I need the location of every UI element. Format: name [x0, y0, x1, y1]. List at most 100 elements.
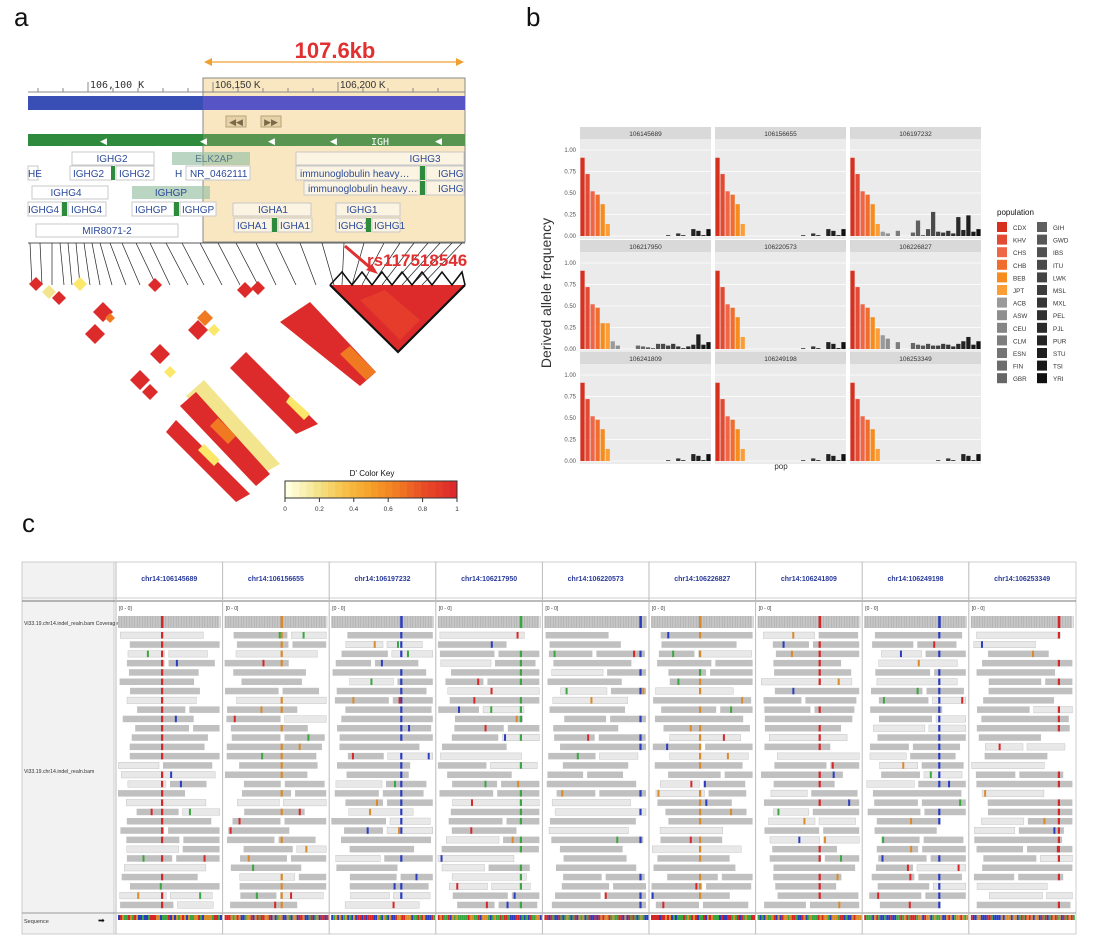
- legend-label: MXL: [1053, 301, 1066, 308]
- read-mismatch: [380, 659, 383, 667]
- read: [916, 864, 966, 872]
- read: [349, 883, 429, 890]
- read: [599, 752, 639, 760]
- bar: [701, 235, 706, 236]
- read: [773, 808, 810, 816]
- panel-a-ld-plot: 107.6kb 106,100 K 106,150 K 106,200 K ◀◀…: [0, 0, 520, 520]
- sequence-base: [902, 915, 905, 920]
- sequence-base: [276, 915, 279, 920]
- gene-box-he: [27, 165, 39, 181]
- bar: [850, 270, 855, 349]
- sequence-base: [874, 915, 877, 920]
- read-mismatch: [238, 818, 241, 825]
- bar: [870, 317, 875, 349]
- legend-swatch: [1037, 259, 1047, 270]
- read-snp: [519, 762, 522, 769]
- read: [763, 631, 815, 639]
- ld-cell: [52, 291, 66, 305]
- read: [873, 724, 926, 732]
- read-snp: [938, 855, 941, 862]
- sequence-base: [403, 915, 406, 920]
- read-snp: [280, 641, 283, 648]
- nav-prev-button[interactable]: [225, 115, 247, 128]
- sequence-base: [882, 915, 885, 920]
- read: [866, 780, 915, 788]
- coverage-track: [757, 616, 860, 628]
- read-snp: [400, 632, 403, 639]
- bar: [915, 344, 921, 349]
- read-snp: [519, 659, 522, 667]
- snp-connector-line: [299, 242, 317, 286]
- read: [924, 808, 966, 816]
- bar: [725, 304, 730, 349]
- igv-locus-column: chr14:106217950[0 - 0]: [435, 562, 542, 934]
- coverage-range: [0 - 0]: [439, 606, 452, 612]
- sequence-base: [136, 915, 138, 920]
- legend-label: CHB: [1013, 263, 1026, 270]
- legend-swatch: [1037, 310, 1047, 321]
- read-snp: [699, 650, 702, 658]
- read: [721, 873, 753, 881]
- read: [437, 855, 515, 862]
- legend-swatch: [997, 259, 1007, 270]
- bar: [956, 217, 961, 236]
- read-snp: [519, 873, 522, 881]
- bar: [836, 348, 841, 349]
- sequence-base: [1068, 915, 1071, 920]
- snp-connector-line: [29, 242, 33, 286]
- sequence-base: [928, 915, 931, 920]
- bar: [811, 458, 816, 461]
- read-snp: [938, 808, 941, 816]
- read-mismatch: [406, 650, 409, 658]
- read-snp: [519, 864, 522, 871]
- sequence-base: [922, 915, 925, 920]
- sequence-base: [675, 915, 677, 920]
- sequence-base: [377, 915, 380, 920]
- igv-track-names: [21, 561, 115, 935]
- gene-exon: [420, 181, 425, 195]
- facet-strip: [850, 240, 981, 252]
- read: [818, 817, 856, 825]
- read-snp: [699, 752, 702, 760]
- read-mismatch: [832, 771, 835, 778]
- read: [119, 678, 195, 685]
- read-mismatch: [882, 697, 885, 704]
- read: [501, 780, 540, 788]
- read: [988, 687, 1073, 695]
- read: [772, 641, 809, 648]
- read: [498, 901, 538, 909]
- sequence-base: [240, 915, 243, 920]
- sequence-base: [234, 915, 237, 920]
- read: [668, 771, 721, 778]
- read: [555, 892, 601, 899]
- sequence-base: [667, 915, 669, 920]
- read: [655, 789, 705, 797]
- sequence-base: [198, 915, 200, 920]
- sequence-base: [437, 915, 440, 920]
- sequence-base: [765, 915, 768, 920]
- sequence-base: [733, 915, 735, 920]
- sequence-base: [529, 915, 532, 920]
- read: [869, 752, 907, 760]
- sequence-base: [447, 915, 450, 920]
- bar: [910, 232, 916, 236]
- sequence-base: [126, 915, 128, 920]
- snp-connector-line: [67, 242, 73, 286]
- read-snp: [818, 743, 821, 751]
- read: [651, 883, 703, 890]
- read-mismatch: [908, 901, 911, 909]
- panel-label-c: c: [22, 508, 35, 538]
- coverage-snp: [280, 616, 284, 628]
- read: [236, 641, 289, 648]
- sequence-base: [335, 915, 338, 920]
- legend-swatch: [997, 348, 1007, 358]
- read-snp: [699, 743, 702, 751]
- nav-next-button[interactable]: [260, 115, 282, 128]
- sequence-base: [160, 915, 162, 920]
- sequence-base: [296, 915, 299, 920]
- read: [874, 632, 963, 639]
- read-snp: [400, 762, 403, 769]
- sequence-strand-arrow[interactable]: ➡: [98, 916, 105, 925]
- read-mismatch: [741, 697, 744, 704]
